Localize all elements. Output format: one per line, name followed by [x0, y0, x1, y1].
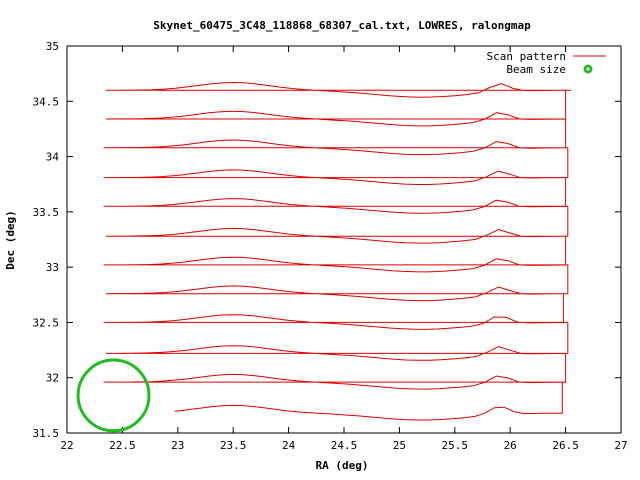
y-tick-label: 32.5	[33, 316, 60, 329]
y-tick-label: 33.5	[33, 206, 60, 219]
legend-label-beam-size: Beam size	[506, 63, 566, 76]
chart-title: Skynet_60475_3C48_118868_68307_cal.txt, …	[153, 19, 531, 32]
plot-area-border	[66, 45, 622, 434]
plot-content	[76, 81, 572, 433]
x-tick-label: 27	[614, 439, 627, 452]
beam-size-circle	[76, 358, 151, 433]
x-tick-label: 26	[504, 439, 517, 452]
x-tick-label: 26.5	[552, 439, 579, 452]
y-tick-label: 35	[46, 40, 59, 53]
legend-swatch-beam-size	[583, 64, 593, 74]
x-tick-label: 24.5	[331, 439, 358, 452]
x-axis-label: RA (deg)	[316, 459, 369, 472]
y-tick-label: 31.5	[33, 427, 60, 440]
y-tick-label: 34.5	[33, 95, 60, 108]
y-axis-label: Dec (deg)	[4, 210, 17, 270]
legend-label-scan-pattern: Scan pattern	[487, 50, 566, 63]
x-tick-label: 22.5	[109, 439, 136, 452]
x-tick-label: 25	[393, 439, 406, 452]
scan-pattern-line	[103, 81, 572, 421]
x-tick-label: 24	[282, 439, 296, 452]
x-tick-label: 23.5	[220, 439, 247, 452]
x-tick-label: 22	[60, 439, 73, 452]
y-tick-label: 34	[46, 151, 60, 164]
x-tick-label: 23	[171, 439, 184, 452]
y-tick-label: 32	[46, 372, 59, 385]
x-tick-label: 25.5	[442, 439, 469, 452]
axis-ticks: 22 22.5 23 23.5 24 24.5 25 25.5 26 26.5 27 31.5 32 32…	[33, 40, 628, 452]
y-tick-label: 33	[46, 261, 59, 274]
